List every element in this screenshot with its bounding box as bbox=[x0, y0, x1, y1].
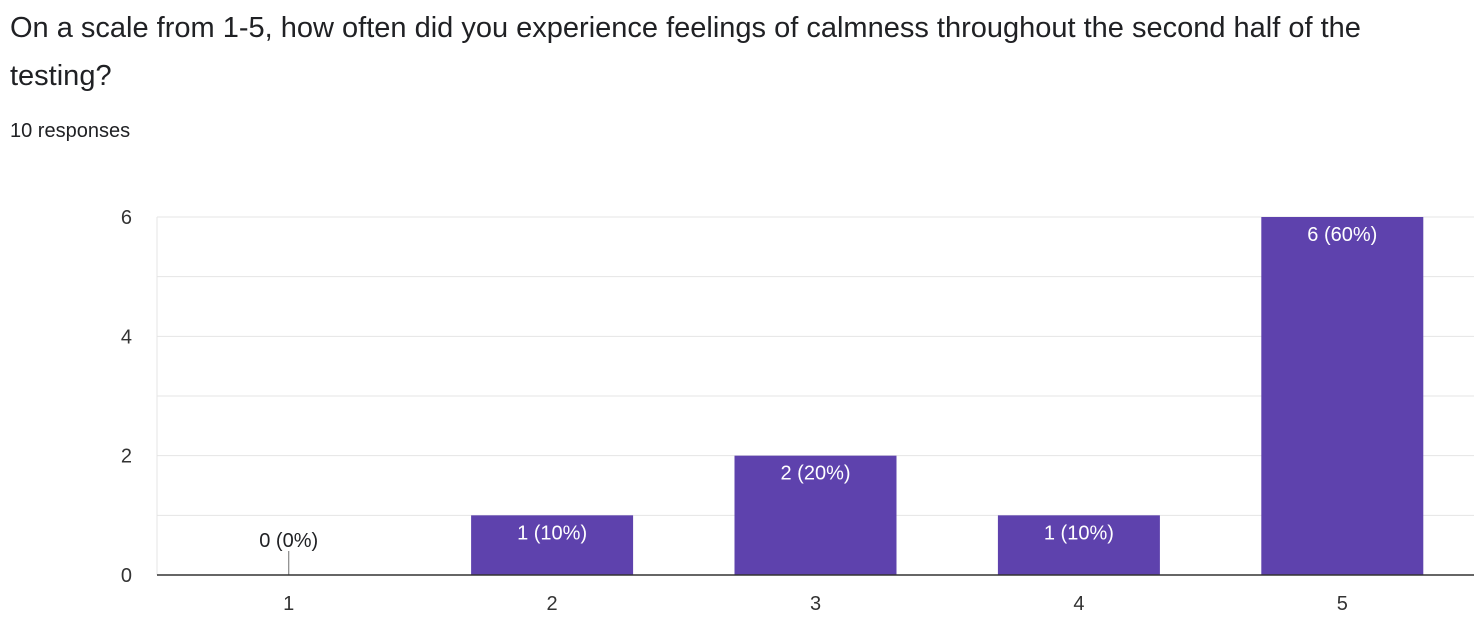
question-title: On a scale from 1-5, how often did you e… bbox=[10, 12, 1361, 92]
data-label: 2 (20%) bbox=[780, 463, 850, 485]
y-tick-label: 0 bbox=[121, 565, 132, 587]
bar bbox=[471, 515, 634, 575]
data-labels: 0 (0%) 1 (10%) 2 (20%) 1 (10%) 6 (60%) bbox=[259, 224, 1377, 552]
data-label: 6 (60%) bbox=[1307, 224, 1377, 246]
x-tick-labels: 1 2 3 4 5 bbox=[283, 593, 1348, 615]
y-tick-label: 6 bbox=[121, 207, 132, 229]
y-tick-labels: 0 2 4 6 bbox=[121, 207, 132, 587]
x-tick-label: 2 bbox=[547, 593, 558, 615]
y-tick-label: 4 bbox=[121, 326, 132, 348]
bar bbox=[734, 455, 897, 575]
bar bbox=[997, 515, 1160, 575]
bars bbox=[288, 217, 1424, 575]
bar bbox=[1261, 217, 1424, 575]
response-count: 10 responses bbox=[10, 120, 131, 142]
x-tick-label: 4 bbox=[1073, 593, 1084, 615]
data-label: 0 (0%) bbox=[259, 530, 318, 552]
axes bbox=[156, 217, 1474, 576]
x-tick-label: 3 bbox=[810, 593, 821, 615]
data-label: 1 (10%) bbox=[517, 522, 587, 544]
x-tick-label: 5 bbox=[1337, 593, 1348, 615]
y-tick-label: 2 bbox=[121, 446, 132, 468]
x-tick-label: 1 bbox=[283, 593, 294, 615]
data-label: 1 (10%) bbox=[1044, 522, 1114, 544]
grid-lines bbox=[157, 216, 1474, 516]
